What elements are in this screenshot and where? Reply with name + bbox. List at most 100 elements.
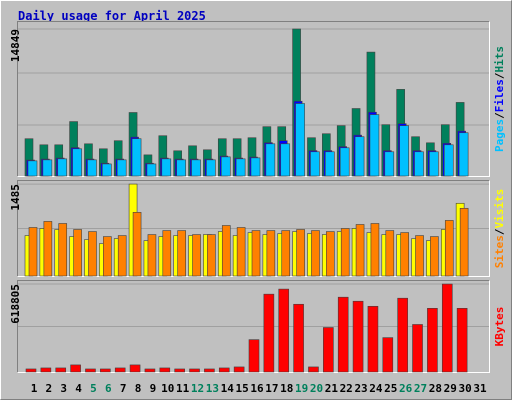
bar xyxy=(146,163,157,177)
x-tick-label: 3 xyxy=(60,382,67,395)
bar xyxy=(280,143,291,177)
bar xyxy=(370,223,380,277)
legend-entry: Files xyxy=(493,79,506,112)
bar xyxy=(430,236,439,277)
legend-separator: / xyxy=(493,112,506,119)
legend: KBytes xyxy=(493,307,506,347)
panel-bevel-dark xyxy=(17,21,490,177)
x-tick-label: 4 xyxy=(75,382,82,395)
bar xyxy=(72,148,82,177)
bar xyxy=(236,227,246,277)
chart-title: Daily usage for April 2025 xyxy=(18,9,206,23)
bar xyxy=(189,368,200,373)
bar xyxy=(266,230,276,277)
panel-bevel-light xyxy=(17,21,490,177)
x-tick-label: 29 xyxy=(444,382,457,395)
x-tick-label: 20 xyxy=(310,382,323,395)
x-tick-label: 27 xyxy=(414,382,427,395)
legend-entry: Sites xyxy=(493,235,506,268)
x-tick-label: 28 xyxy=(429,382,442,395)
bar xyxy=(400,232,409,277)
bar xyxy=(326,231,335,277)
x-tick-label: 12 xyxy=(191,382,204,395)
x-tick-label: 8 xyxy=(135,382,142,395)
bar xyxy=(295,103,305,177)
bar xyxy=(144,368,156,373)
legend: Pages/Files/Hits xyxy=(493,46,506,152)
legend: Sites/Visits xyxy=(493,189,506,269)
bar xyxy=(55,367,67,373)
bar xyxy=(456,308,468,373)
bar xyxy=(235,158,246,177)
x-tick-label: 5 xyxy=(90,382,97,395)
bar xyxy=(384,151,395,177)
bar xyxy=(427,308,438,373)
bar xyxy=(174,368,185,373)
bar xyxy=(147,234,157,277)
bar xyxy=(191,159,201,177)
x-tick-label: 10 xyxy=(161,382,174,395)
bar xyxy=(117,235,127,277)
bar xyxy=(176,159,186,177)
bar xyxy=(323,327,334,373)
bar xyxy=(129,364,141,373)
bar xyxy=(443,144,454,177)
x-tick-label: 6 xyxy=(105,382,112,395)
x-tick-label: 14 xyxy=(221,382,235,395)
x-tick-label: 13 xyxy=(206,382,219,395)
bar xyxy=(458,132,469,177)
bar xyxy=(28,227,38,277)
bar xyxy=(42,159,53,177)
bar xyxy=(220,156,231,177)
bar xyxy=(251,230,261,277)
bar xyxy=(355,224,365,277)
bar xyxy=(385,230,395,277)
bar xyxy=(337,296,349,373)
x-tick-label: 17 xyxy=(265,382,278,395)
bar xyxy=(281,230,291,277)
x-tick-label: 26 xyxy=(399,382,413,395)
bar xyxy=(57,158,68,177)
bar xyxy=(399,125,409,177)
bar xyxy=(250,157,261,177)
bar xyxy=(444,220,454,277)
bar xyxy=(382,337,394,373)
bar xyxy=(459,207,469,277)
x-tick-label: 16 xyxy=(250,382,264,395)
bar xyxy=(103,236,112,277)
bar xyxy=(221,225,231,277)
bar xyxy=(87,159,97,177)
x-tick-label: 30 xyxy=(459,382,472,395)
bar xyxy=(296,229,305,277)
bar xyxy=(429,151,439,177)
bar xyxy=(352,300,364,373)
bar xyxy=(100,368,111,373)
panel-bevel-dark xyxy=(17,280,490,373)
bar xyxy=(311,230,320,277)
panel-bevel-dark xyxy=(17,180,490,277)
panel-bevel-light xyxy=(17,180,490,277)
bar xyxy=(325,151,335,177)
bar xyxy=(367,305,379,373)
x-tick-label: 1 xyxy=(31,382,38,395)
bar xyxy=(206,159,216,177)
x-tick-label: 23 xyxy=(354,382,367,395)
bar xyxy=(233,366,245,373)
bar xyxy=(132,212,142,277)
bar xyxy=(207,234,216,277)
x-tick-label: 22 xyxy=(340,382,353,395)
bar xyxy=(43,221,53,277)
x-tick-label: 18 xyxy=(280,382,293,395)
bar xyxy=(263,293,275,373)
bar xyxy=(414,151,424,177)
bar xyxy=(161,158,172,177)
bar xyxy=(310,151,320,177)
bar xyxy=(70,364,81,373)
legend-entry: Pages xyxy=(493,119,506,152)
bar xyxy=(159,367,171,373)
bar xyxy=(204,368,215,373)
x-tick-label: 24 xyxy=(369,382,383,395)
bar xyxy=(339,147,350,177)
panel-bevel-light xyxy=(17,280,490,373)
